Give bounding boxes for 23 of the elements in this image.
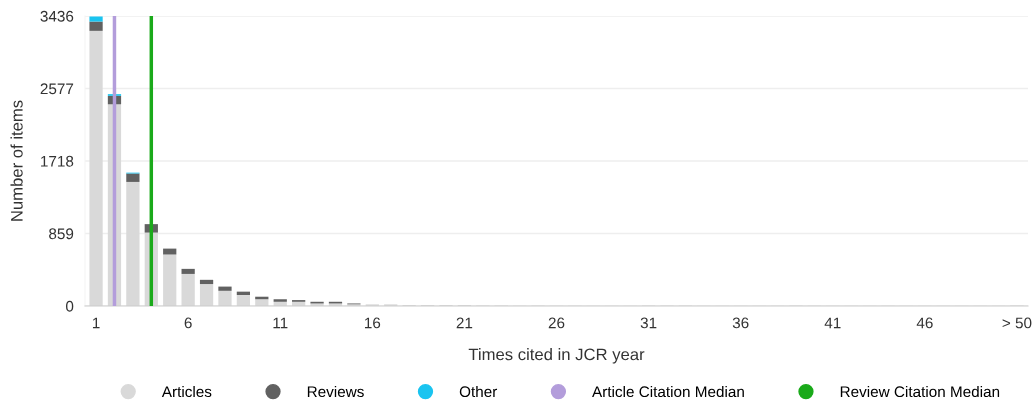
y-tick-label: 0 bbox=[65, 300, 74, 312]
x-tick-label: 1 bbox=[92, 317, 100, 329]
x-tick-label: 16 bbox=[364, 317, 381, 329]
x-tick-label: 11 bbox=[273, 317, 288, 329]
legend-label: Other bbox=[459, 385, 498, 398]
x-tick-label: > 50 bbox=[1002, 317, 1032, 329]
x-tick-label: 36 bbox=[732, 317, 749, 329]
legend-label: Review Citation Median bbox=[840, 385, 1000, 398]
x-axis-title: Times cited in JCR year bbox=[468, 348, 645, 364]
x-tick-label: 31 bbox=[640, 317, 657, 329]
legend-label: Article Citation Median bbox=[592, 385, 744, 398]
x-tick-label: 21 bbox=[456, 317, 473, 329]
y-tick-label: 859 bbox=[49, 228, 74, 240]
y-tick-label: 3436 bbox=[40, 10, 74, 22]
x-tick-label: 6 bbox=[184, 317, 192, 329]
x-tick-label: 26 bbox=[548, 317, 565, 329]
legend-label: Reviews bbox=[307, 385, 364, 398]
y-axis-title: Number of items bbox=[10, 100, 23, 221]
y-tick-label: 2577 bbox=[40, 83, 74, 95]
x-tick-label: 46 bbox=[916, 317, 933, 329]
x-tick-label: 41 bbox=[824, 317, 841, 329]
legend-label: Articles bbox=[161, 385, 212, 398]
y-tick-label: 1718 bbox=[41, 155, 74, 167]
